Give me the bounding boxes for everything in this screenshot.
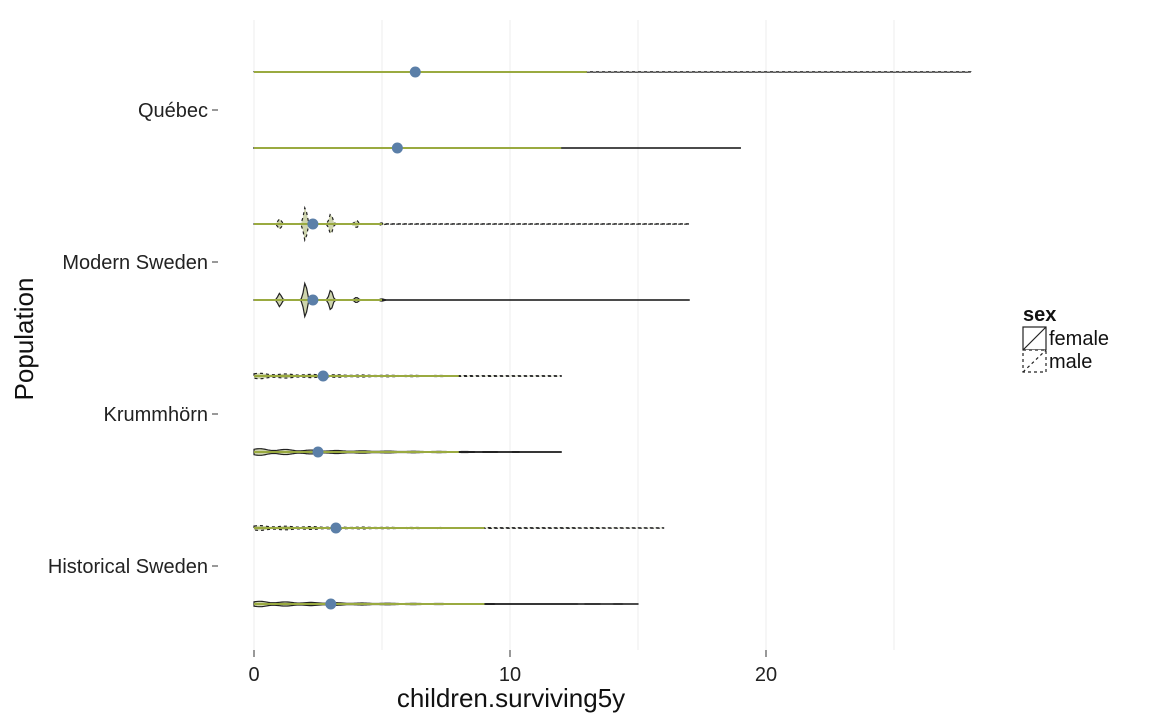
- violins: [253, 66, 972, 610]
- legend-title: sex: [1023, 304, 1056, 326]
- mean-point: [325, 598, 337, 610]
- mean-point: [391, 142, 403, 154]
- mean-point: [409, 66, 421, 78]
- y-axis: Québec Modern Sweden Krummhörn Historical S…: [48, 100, 218, 578]
- x-axis-title: children.surviving5y: [397, 683, 625, 713]
- violin-female: [253, 598, 639, 610]
- x-tick-label: 0: [248, 664, 259, 686]
- mean-point: [307, 218, 319, 230]
- violin-male: [253, 522, 665, 534]
- violin-male: [253, 205, 690, 243]
- legend-label-female: female: [1049, 328, 1109, 350]
- y-tick-label: Historical Sweden: [48, 556, 208, 578]
- x-tick-label: 10: [499, 664, 521, 686]
- mean-point: [330, 522, 342, 534]
- violin-female: [253, 142, 741, 154]
- x-tick-label: 20: [755, 664, 777, 686]
- y-tick-label: Krummhörn: [104, 404, 208, 426]
- legend-label-male: male: [1049, 351, 1092, 373]
- legend-key-female: [1022, 326, 1047, 351]
- violin-male: [253, 370, 562, 382]
- mean-point: [312, 446, 324, 458]
- legend: sex female male: [1022, 304, 1109, 373]
- y-tick-label: Modern Sweden: [62, 252, 208, 274]
- violin-female: [253, 281, 690, 319]
- legend-key-male: [1022, 349, 1047, 373]
- mean-point: [307, 294, 319, 306]
- mean-point: [317, 370, 329, 382]
- y-tick-label: Québec: [138, 100, 208, 122]
- x-axis: 0 10 20: [248, 650, 777, 686]
- y-axis-title: Population: [9, 278, 39, 401]
- violin-female: [253, 446, 562, 458]
- grid-lines: [253, 20, 895, 650]
- violin-male: [253, 66, 972, 78]
